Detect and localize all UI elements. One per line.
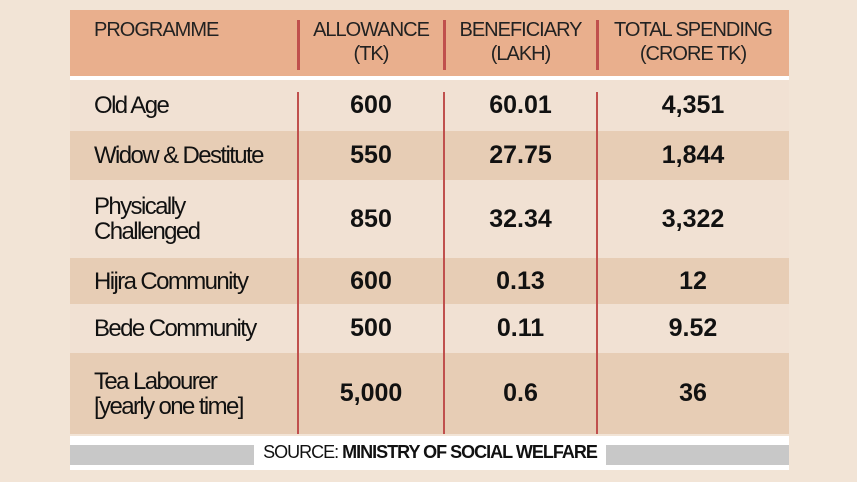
spending-cell: 4,351: [661, 91, 725, 119]
allowance-cell: 550: [350, 141, 392, 169]
column-divider: [443, 92, 445, 434]
programme-cell: Hijra Community: [94, 258, 299, 304]
programme-cell: Bede Community: [94, 304, 299, 353]
allowance-cell: 600: [350, 91, 392, 119]
header-divider: [297, 20, 300, 70]
table-row: Physically Challenged 850 32.34 3,322: [70, 180, 789, 258]
allowance-cell: 850: [350, 204, 392, 233]
header-programme: PROGRAMME: [94, 19, 219, 41]
table-row: Bede Community 500 0.11 9.52: [70, 304, 789, 353]
table-header: PROGRAMME ALLOWANCE (TK) BENEFICIARY (LAKH…: [70, 10, 789, 76]
beneficiary-cell: 27.75: [489, 141, 552, 169]
programme-line: Old Age: [94, 92, 170, 119]
programme-line: [yearly one time]: [94, 392, 244, 420]
programme-line: Widow & Destitute: [94, 142, 264, 169]
spending-cell: 1,844: [661, 141, 725, 169]
programme-cell: Old Age: [94, 80, 299, 131]
header-divider: [596, 20, 599, 70]
source-text: SOURCE: MINISTRY OF SOCIAL WELFARE: [263, 442, 598, 462]
source-footer: SOURCE: MINISTRY OF SOCIAL WELFARE: [70, 436, 789, 470]
spending-cell: 9.52: [668, 314, 718, 342]
table-row: Old Age 600 60.01 4,351: [70, 80, 789, 131]
programme-line: Challenged: [94, 218, 201, 245]
allowance-cell: 500: [350, 314, 392, 342]
programme-line: Hijra Community: [94, 267, 249, 295]
header-beneficiary: BENEFICIARY (LAKH): [459, 19, 583, 65]
table-row: Tea Labourer [yearly one time] 5,000 0.6 36: [70, 353, 789, 434]
footer-bar: [606, 445, 789, 465]
programme-line: Bede Community: [94, 315, 257, 342]
footer-bar: [70, 445, 254, 465]
table-row: Hijra Community 600 0.13 12: [70, 258, 789, 304]
beneficiary-cell: 60.01: [489, 91, 552, 119]
table-row: Widow & Destitute 550 27.75 1,844: [70, 131, 789, 180]
allowance-cell: 5,000: [339, 379, 403, 407]
programme-line: Tea Labourer: [94, 367, 218, 395]
spending-cell: 36: [679, 379, 707, 407]
header-allowance: ALLOWANCE (TK): [313, 19, 430, 65]
spending-cell: 3,322: [661, 204, 725, 233]
header-divider: [443, 20, 446, 70]
programme-cell: Tea Labourer [yearly one time]: [94, 353, 299, 434]
spending-cell: 12: [679, 266, 707, 295]
beneficiary-cell: 32.34: [489, 204, 552, 233]
header-separator: [70, 76, 789, 80]
header-spending: TOTAL SPENDING (CRORE TK): [614, 19, 773, 65]
column-divider: [596, 92, 598, 434]
beneficiary-cell: 0.6: [503, 379, 538, 407]
column-divider: [297, 92, 299, 434]
beneficiary-cell: 0.13: [496, 266, 545, 295]
programme-cell: Physically Challenged: [94, 180, 299, 258]
programme-line: Physically: [94, 193, 186, 220]
beneficiary-cell: 0.11: [496, 314, 545, 342]
programme-cell: Widow & Destitute: [94, 131, 299, 180]
allowance-cell: 600: [350, 266, 392, 295]
